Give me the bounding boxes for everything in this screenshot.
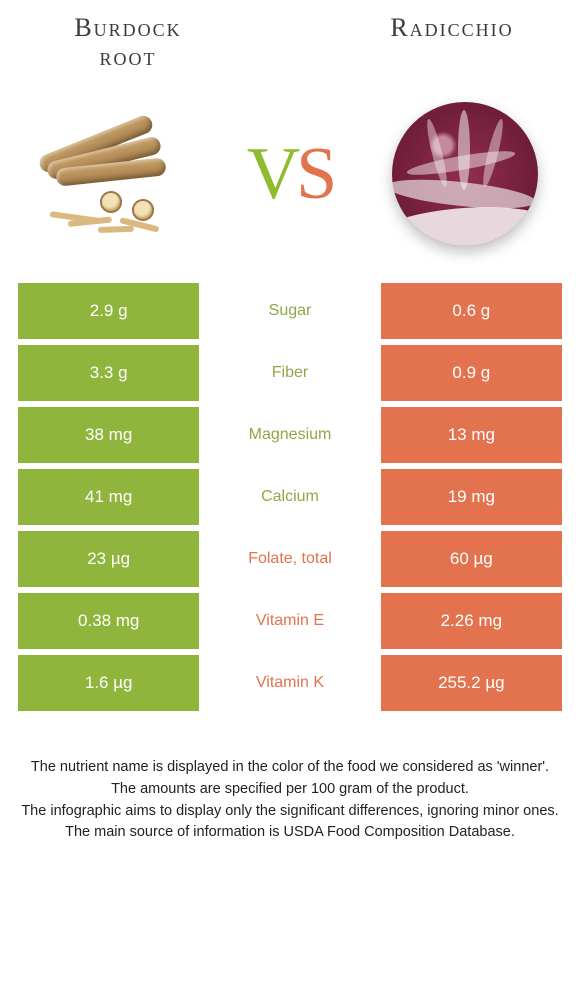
burdock-image bbox=[30, 89, 200, 259]
nutrient-label: Folate, total bbox=[199, 531, 380, 587]
vs-s: S bbox=[296, 133, 333, 215]
value-left: 3.3 g bbox=[18, 345, 199, 401]
value-left: 0.38 mg bbox=[18, 593, 199, 649]
footnotes: The nutrient name is displayed in the co… bbox=[0, 717, 580, 844]
footnote-4: The main source of information is USDA F… bbox=[18, 822, 562, 844]
title-bar: Burdock root Radicchio bbox=[0, 0, 580, 71]
nutrient-label: Fiber bbox=[199, 345, 380, 401]
table-row: 0.38 mgVitamin E2.26 mg bbox=[18, 593, 562, 649]
comparison-table: 2.9 gSugar0.6 g 3.3 gFiber0.9 g 38 mgMagne… bbox=[0, 283, 580, 717]
nutrient-label: Magnesium bbox=[199, 407, 380, 463]
nutrient-label: Vitamin E bbox=[199, 593, 380, 649]
radicchio-image bbox=[380, 89, 550, 259]
value-right: 19 mg bbox=[381, 469, 562, 525]
title-left-line2: root bbox=[100, 42, 157, 71]
footnote-2: The amounts are specified per 100 gram o… bbox=[18, 779, 562, 801]
vs-v: V bbox=[247, 133, 296, 215]
value-right: 2.26 mg bbox=[381, 593, 562, 649]
value-left: 2.9 g bbox=[18, 283, 199, 339]
nutrient-label: Sugar bbox=[199, 283, 380, 339]
table-row: 1.6 µgVitamin K255.2 µg bbox=[18, 655, 562, 711]
table-row: 2.9 gSugar0.6 g bbox=[18, 283, 562, 339]
value-right: 255.2 µg bbox=[381, 655, 562, 711]
value-right: 60 µg bbox=[381, 531, 562, 587]
value-left: 23 µg bbox=[18, 531, 199, 587]
table-row: 41 mgCalcium19 mg bbox=[18, 469, 562, 525]
footnote-1: The nutrient name is displayed in the co… bbox=[18, 757, 562, 779]
vs-label: VS bbox=[247, 137, 334, 211]
table-row: 3.3 gFiber0.9 g bbox=[18, 345, 562, 401]
value-right: 0.9 g bbox=[381, 345, 562, 401]
footnote-3: The infographic aims to display only the… bbox=[18, 801, 562, 823]
nutrient-label: Vitamin K bbox=[199, 655, 380, 711]
title-left: Burdock root bbox=[28, 14, 228, 71]
nutrient-label: Calcium bbox=[199, 469, 380, 525]
table-row: 38 mgMagnesium13 mg bbox=[18, 407, 562, 463]
table-row: 23 µgFolate, total60 µg bbox=[18, 531, 562, 587]
hero-row: VS bbox=[0, 71, 580, 283]
value-left: 1.6 µg bbox=[18, 655, 199, 711]
title-left-line1: Burdock bbox=[74, 13, 181, 42]
value-right: 0.6 g bbox=[381, 283, 562, 339]
value-left: 38 mg bbox=[18, 407, 199, 463]
value-right: 13 mg bbox=[381, 407, 562, 463]
value-left: 41 mg bbox=[18, 469, 199, 525]
title-right: Radicchio bbox=[352, 14, 552, 71]
